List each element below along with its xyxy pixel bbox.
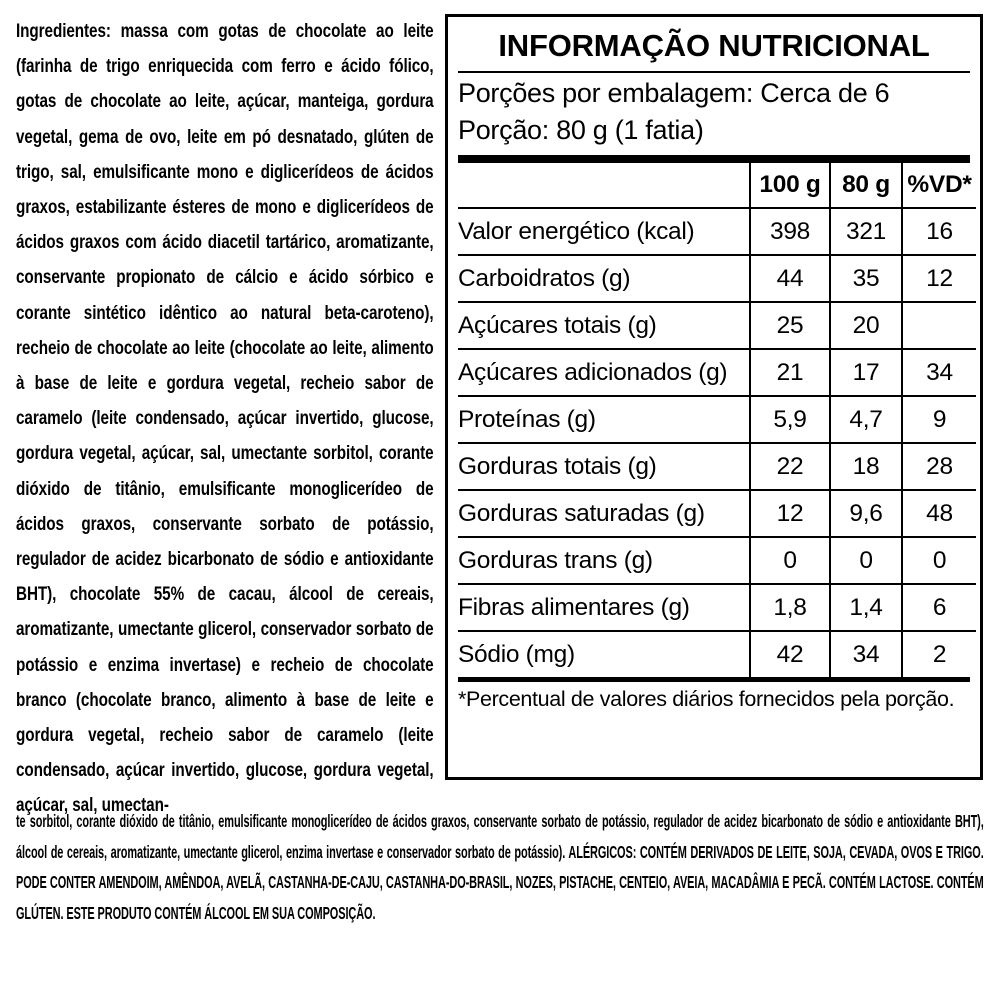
value-vd-cell: 16 — [901, 208, 976, 256]
value-100g-cell: 1,8 — [749, 584, 830, 632]
table-row: Sódio (mg) 42 34 2 — [458, 631, 976, 677]
column-header-vd: %VD* — [901, 163, 976, 209]
ingredients-continuation-span: te sorbitol, corante dióxido de titânio,… — [16, 811, 984, 862]
ingredients-continuation-text: te sorbitol, corante dióxido de titânio,… — [16, 806, 984, 928]
ingredients-column: Ingredientes: massa com gotas de chocola… — [16, 14, 434, 824]
nutrition-table: 100 g 80 g %VD* Valor energético (kcal) 3… — [458, 163, 976, 677]
title-divider — [458, 71, 970, 73]
nutrition-panel-title: INFORMAÇÃO NUTRICIONAL — [498, 28, 930, 63]
nutrient-name-cell: Açúcares totais (g) — [458, 302, 750, 350]
nutrient-name-cell: Proteínas (g) — [458, 396, 750, 444]
value-vd-cell: 0 — [901, 537, 976, 585]
servings-block: Porções por embalagem: Cerca de 6 Porção… — [458, 75, 970, 155]
thick-separator-bar — [458, 155, 970, 163]
nutrient-name-cell: Fibras alimentares (g) — [458, 584, 750, 632]
value-100g-cell: 42 — [749, 631, 830, 677]
value-100g-cell: 398 — [749, 208, 830, 256]
nutrient-name-cell: Carboidratos (g) — [458, 255, 750, 303]
value-portion-cell: 17 — [829, 349, 902, 397]
value-portion-cell: 18 — [829, 443, 902, 491]
value-vd-cell: 48 — [901, 490, 976, 538]
value-100g-cell: 0 — [749, 537, 830, 585]
value-portion-cell: 9,6 — [829, 490, 902, 538]
table-header-row: 100 g 80 g %VD* — [458, 163, 976, 209]
nutrition-facts-panel: INFORMAÇÃO NUTRICIONAL Porções por embal… — [445, 14, 983, 780]
value-100g-cell: 25 — [749, 302, 830, 350]
value-100g-cell: 5,9 — [749, 396, 830, 444]
table-row: Gorduras totais (g) 22 18 28 — [458, 443, 976, 491]
value-portion-cell: 4,7 — [829, 396, 902, 444]
column-header-portion: 80 g — [829, 163, 902, 209]
table-row: Proteínas (g) 5,9 4,7 9 — [458, 396, 976, 444]
nutrient-name-cell: Gorduras saturadas (g) — [458, 490, 750, 538]
value-vd-cell — [901, 302, 976, 350]
value-vd-cell: 6 — [901, 584, 976, 632]
nutrition-table-body: Valor energético (kcal) 398 321 16 Carboidra… — [458, 208, 976, 677]
nutrient-name-cell: Sódio (mg) — [458, 640, 575, 668]
nutrient-name-cell: Gorduras trans (g) — [458, 537, 750, 585]
table-row: Valor energético (kcal) 398 321 16 — [458, 208, 976, 256]
value-portion-cell: 20 — [829, 302, 902, 350]
nutrient-name-cell: Açúcares adicionados (g) — [458, 349, 750, 397]
value-portion-cell: 35 — [829, 255, 902, 303]
table-row: Açúcares totais (g) 25 20 — [458, 302, 976, 350]
nutrient-name-cell: Valor energético (kcal) — [458, 208, 750, 256]
value-portion-cell: 0 — [829, 537, 902, 585]
value-portion-cell: 321 — [829, 208, 902, 256]
value-portion-cell: 34 — [829, 631, 902, 677]
nutrient-name-cell: Gorduras totais (g) — [458, 443, 750, 491]
ingredients-column-text: Ingredientes: massa com gotas de chocola… — [16, 21, 434, 817]
vd-footnote: *Percentual de valores diários fornecido… — [458, 687, 955, 711]
value-100g-cell: 44 — [749, 255, 830, 303]
column-header-100g: 100 g — [749, 163, 830, 209]
ingredients-continuation-block: te sorbitol, corante dióxido de titânio,… — [16, 806, 984, 928]
table-bottom-divider — [458, 677, 970, 682]
table-row: Açúcares adicionados (g) 21 17 34 — [458, 349, 976, 397]
value-100g-cell: 22 — [749, 443, 830, 491]
value-vd-cell: 34 — [901, 349, 976, 397]
servings-per-package: Porções por embalagem: Cerca de 6 — [458, 78, 890, 108]
table-row: Carboidratos (g) 44 35 12 — [458, 255, 976, 303]
table-row: Gorduras saturadas (g) 12 9,6 48 — [458, 490, 976, 538]
value-100g-cell: 12 — [749, 490, 830, 538]
value-vd-cell: 28 — [901, 443, 976, 491]
column-header-nutrient — [458, 163, 750, 209]
allergen-statement: ALÉRGICOS: CONTÉM DERIVADOS DE LEITE, SO… — [16, 841, 984, 923]
value-portion-cell: 1,4 — [829, 584, 902, 632]
table-row: Fibras alimentares (g) 1,8 1,4 6 — [458, 584, 976, 632]
value-vd-cell: 2 — [901, 631, 976, 677]
serving-size: Porção: 80 g (1 fatia) — [458, 115, 704, 145]
value-vd-cell: 9 — [901, 396, 976, 444]
value-100g-cell: 21 — [749, 349, 830, 397]
value-vd-cell: 12 — [901, 255, 976, 303]
table-row: Gorduras trans (g) 0 0 0 — [458, 537, 976, 585]
